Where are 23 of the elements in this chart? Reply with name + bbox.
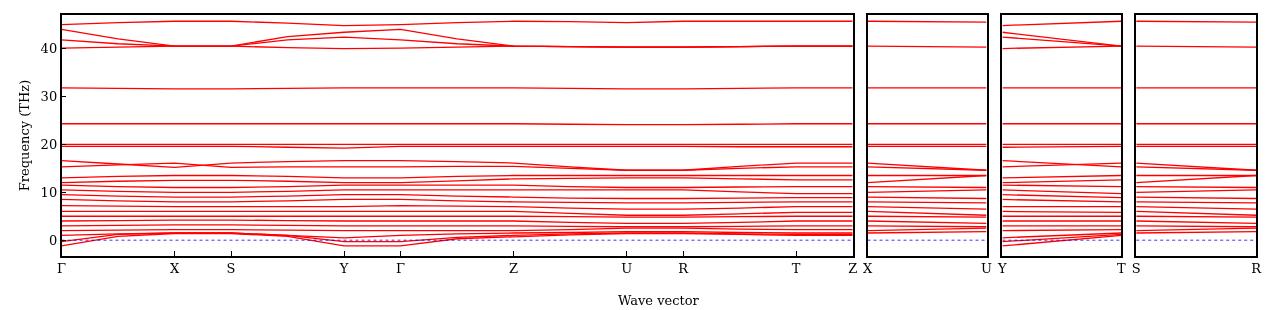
x-tick-label: X (169, 261, 180, 277)
y-tick-label: 40 (40, 41, 58, 57)
x-tick-label: Γ (57, 261, 67, 277)
x-tick-label: T (791, 261, 801, 277)
x-tick-label: U (621, 261, 633, 277)
y-axis-title: Frequency (THz) (17, 79, 33, 192)
y-tick-label: 30 (40, 89, 58, 104)
x-tick-label: Z (509, 261, 519, 277)
x-tick-label: T (1117, 261, 1127, 277)
x-tick-label: R (678, 261, 690, 277)
y-tick-label: 0 (48, 232, 58, 248)
x-axis-title: Wave vector (618, 293, 700, 308)
y-tick-label: 20 (40, 136, 58, 152)
x-tick-label: X (862, 261, 873, 277)
x-tick-label: Y (997, 261, 1008, 277)
x-tick-label: Y (338, 261, 349, 277)
x-tick-label: R (1251, 261, 1263, 277)
y-tick-label: 10 (40, 184, 58, 200)
x-tick-label: Z (848, 261, 858, 277)
x-tick-label: S (1131, 261, 1141, 277)
x-tick-label: S (226, 261, 236, 277)
x-tick-label: U (981, 261, 993, 277)
x-tick-label: Γ (396, 261, 406, 277)
